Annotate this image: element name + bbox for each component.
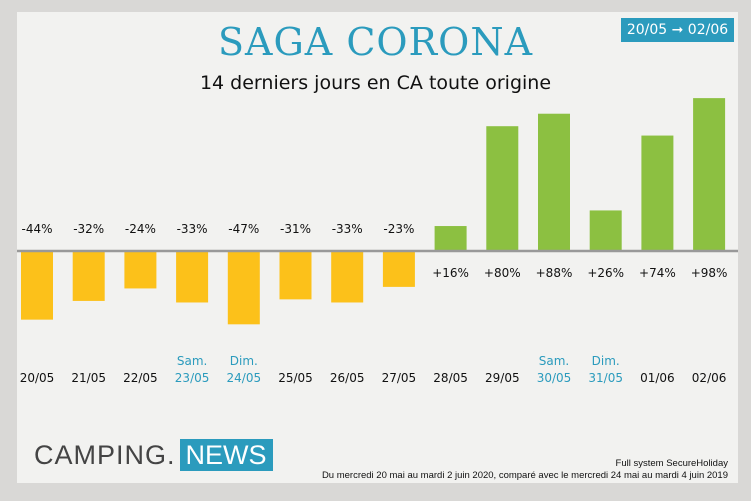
data-label: -24% bbox=[125, 222, 156, 236]
x-tick-label: 31/05 bbox=[588, 371, 623, 385]
logo-news: NEWS bbox=[179, 439, 273, 471]
x-tick-label: 22/05 bbox=[123, 371, 158, 385]
bar-28/05 bbox=[434, 226, 467, 251]
data-label: -31% bbox=[280, 222, 311, 236]
x-tick-label: 23/05 bbox=[175, 371, 210, 385]
data-label: -44% bbox=[21, 222, 52, 236]
data-label: +88% bbox=[536, 266, 573, 280]
bar-26/05 bbox=[331, 251, 364, 303]
x-tick-label: 24/05 bbox=[227, 371, 262, 385]
x-tick-label: 29/05 bbox=[485, 371, 520, 385]
data-label: +26% bbox=[587, 266, 624, 280]
bar-21/05 bbox=[72, 251, 105, 301]
bar-31/05 bbox=[589, 210, 622, 251]
x-tick-label: 28/05 bbox=[433, 371, 468, 385]
data-label: +80% bbox=[484, 266, 521, 280]
bar-24/05 bbox=[227, 251, 260, 325]
source-line: Full system SecureHoliday bbox=[615, 458, 728, 469]
logo-camping: CAMPING. bbox=[34, 439, 176, 470]
camping-news-logo: CAMPING. NEWS bbox=[34, 439, 273, 471]
bar-30/05 bbox=[538, 113, 570, 251]
day-tag: Dim. bbox=[592, 354, 620, 368]
data-label: -33% bbox=[177, 222, 208, 236]
x-tick-label: 30/05 bbox=[537, 371, 572, 385]
bar-25/05 bbox=[279, 251, 312, 300]
chart-subtitle: 14 derniers jours en CA toute origine bbox=[199, 72, 552, 94]
data-label: +74% bbox=[639, 266, 676, 280]
bar-01/06 bbox=[641, 135, 674, 251]
x-tick-label: 02/06 bbox=[692, 371, 727, 385]
bar-29/05 bbox=[486, 126, 519, 251]
day-tag: Sam. bbox=[177, 354, 207, 368]
x-tick-label: 26/05 bbox=[330, 371, 365, 385]
data-label: -32% bbox=[73, 222, 104, 236]
bar-27/05 bbox=[382, 251, 415, 287]
x-tick-label: 01/06 bbox=[640, 371, 675, 385]
day-tag: Sam. bbox=[539, 354, 569, 368]
data-label: -47% bbox=[228, 222, 259, 236]
x-tick-label: 21/05 bbox=[71, 371, 106, 385]
bar-20/05 bbox=[21, 251, 53, 320]
x-tick-label: 27/05 bbox=[382, 371, 417, 385]
bar-02/06 bbox=[693, 98, 726, 252]
period-note: Du mercredi 20 mai au mardi 2 juin 2020,… bbox=[321, 470, 728, 481]
data-label: +16% bbox=[432, 266, 469, 280]
data-label: -23% bbox=[383, 222, 414, 236]
chart-title: SAGA CORONA bbox=[217, 20, 534, 64]
bar-22/05 bbox=[124, 251, 157, 289]
bar-23/05 bbox=[176, 251, 209, 303]
day-tag: Dim. bbox=[230, 354, 258, 368]
data-label: +98% bbox=[691, 266, 728, 280]
date-range-badge: 20/05 ➞ 02/06 bbox=[621, 18, 734, 42]
x-tick-label: 20/05 bbox=[20, 371, 55, 385]
data-label: -33% bbox=[332, 222, 363, 236]
x-tick-label: 25/05 bbox=[278, 371, 313, 385]
